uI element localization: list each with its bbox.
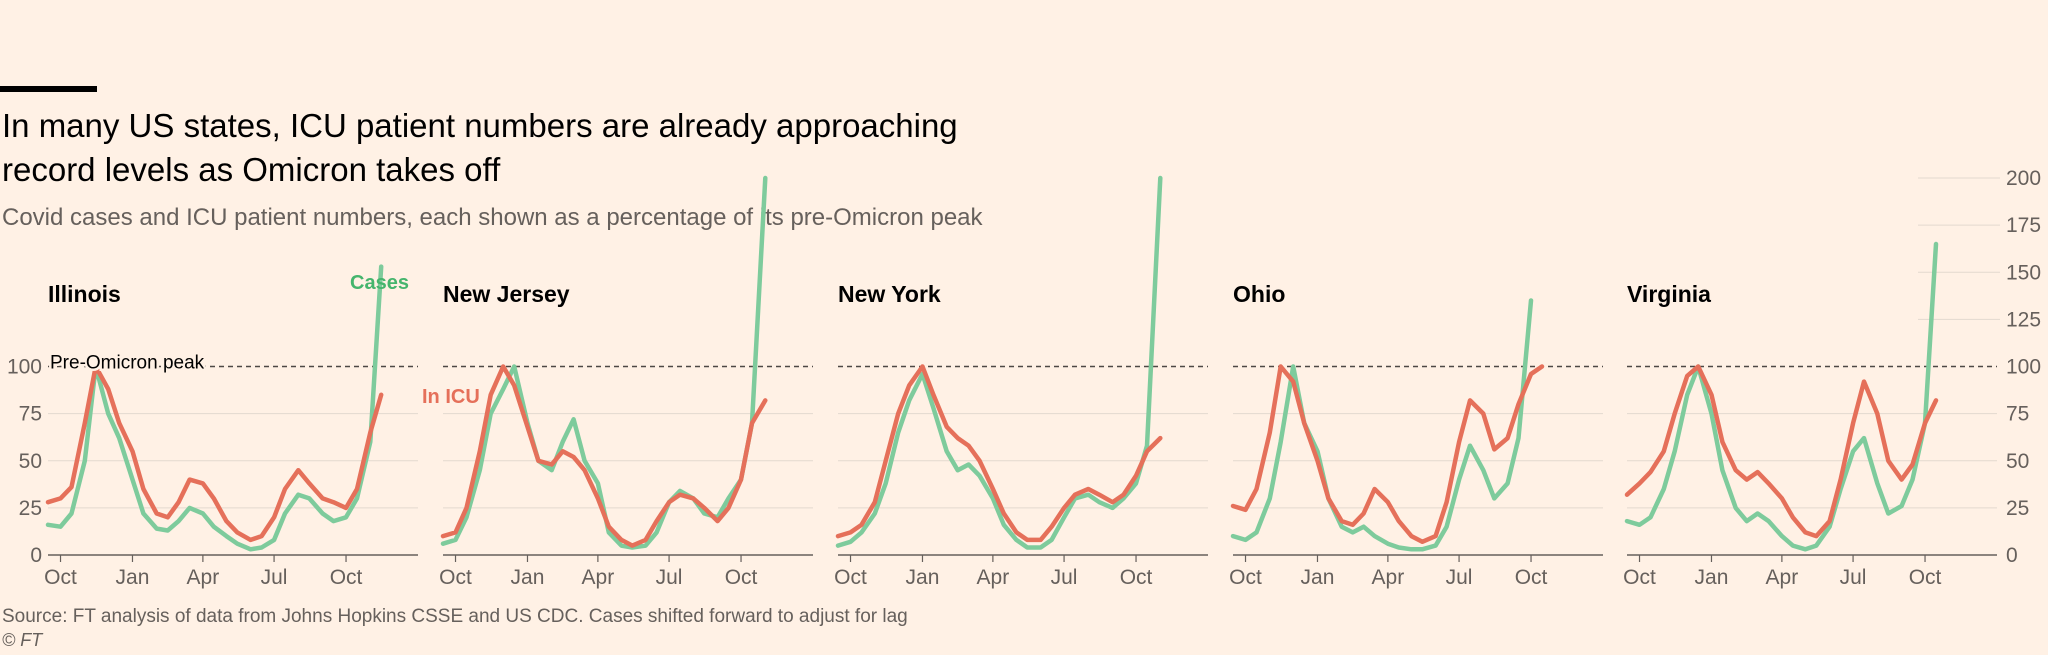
x-tick-label: Jan (1301, 566, 1335, 589)
x-tick-label: Jul (261, 566, 288, 589)
cases-line (1230, 298, 1534, 552)
panel-new-york: New York Oct Jan Apr Jul Oct (834, 175, 1208, 589)
x-tick-label: Jul (656, 566, 683, 589)
x-tick-label: Apr (977, 566, 1010, 589)
x-tick-label: Oct (1120, 566, 1153, 589)
cases-line (440, 175, 768, 550)
icu-line (45, 364, 384, 543)
x-tick-label: Oct (439, 566, 472, 589)
panel-new-jersey: New Jersey Oct Jan Apr Jul Oct (439, 175, 813, 589)
panel-title: New Jersey (443, 281, 570, 307)
y-tick-label-right: 125 (2006, 308, 2041, 331)
panel-title: Ohio (1233, 281, 1285, 307)
x-tick-label: Apr (1372, 566, 1405, 589)
cases-line (835, 175, 1163, 550)
x-tick-label: Apr (187, 566, 220, 589)
y-tick-label-left: 25 (19, 497, 42, 520)
x-tick-label: Jul (1840, 566, 1867, 589)
icu-line (440, 364, 768, 548)
x-tick-label: Jan (511, 566, 545, 589)
cases-series-label: Cases (350, 272, 409, 294)
x-tick-label: Oct (1515, 566, 1548, 589)
x-tick-label: Oct (725, 566, 758, 589)
x-tick-label: Jul (1051, 566, 1078, 589)
y-tick-label-left: 50 (19, 450, 42, 473)
x-tick-label: Jan (116, 566, 150, 589)
panel-illinois: Illinois Oct Jan Apr Jul Oct (44, 264, 418, 589)
cases-line (1624, 241, 1939, 552)
icu-line (1230, 364, 1545, 545)
panel-ohio: Ohio Oct Jan Apr Jul Oct (1229, 281, 1603, 589)
small-multiples-chart: 0 0 25 25 50 50 75 75 100 100 125 150 175 200 Illinois… (7, 167, 2041, 589)
x-tick-label: Oct (1909, 566, 1942, 589)
y-tick-label-left: 75 (19, 403, 42, 426)
icu-series-label: In ICU (422, 386, 480, 408)
x-tick-label: Oct (834, 566, 867, 589)
icu-line (835, 364, 1163, 543)
title-rule-bar (0, 86, 97, 92)
chart-title: In many US states, ICU patient numbers a… (2, 107, 958, 188)
y-tick-label-right: 50 (2006, 450, 2029, 473)
cases-line (45, 264, 384, 552)
x-tick-label: Apr (1766, 566, 1799, 589)
x-tick-label: Jan (906, 566, 940, 589)
chart-subtitle: Covid cases and ICU patient numbers, eac… (2, 204, 983, 231)
y-tick-label-right: 0 (2006, 544, 2018, 567)
x-tick-label: Oct (1229, 566, 1262, 589)
y-tick-label-right: 175 (2006, 214, 2041, 237)
y-tick-label-left: 100 (7, 356, 42, 379)
x-tick-label: Oct (1623, 566, 1656, 589)
x-tick-label: Apr (582, 566, 615, 589)
x-tick-label: Oct (44, 566, 77, 589)
y-tick-label-right: 150 (2006, 261, 2041, 284)
copyright-credit: © FT (2, 630, 43, 650)
pre-omicron-peak-label: Pre-Omicron peak (50, 353, 205, 374)
y-tick-label-right: 75 (2006, 403, 2029, 426)
panel-title: New York (838, 281, 941, 307)
x-tick-label: Oct (330, 566, 363, 589)
y-tick-label-right: 25 (2006, 497, 2029, 520)
y-tick-label-right: 100 (2006, 356, 2041, 379)
y-tick-label-right: 200 (2006, 167, 2041, 190)
x-tick-label: Jul (1446, 566, 1473, 589)
panel-title: Virginia (1627, 281, 1711, 307)
panel-virginia: Virginia Oct Jan Apr Jul Oct (1623, 241, 1997, 589)
panel-title: Illinois (48, 281, 121, 307)
source-note: Source: FT analysis of data from Johns H… (2, 606, 908, 627)
icu-line (1624, 364, 1939, 539)
y-tick-label-left: 0 (30, 544, 42, 567)
x-tick-label: Jan (1695, 566, 1729, 589)
